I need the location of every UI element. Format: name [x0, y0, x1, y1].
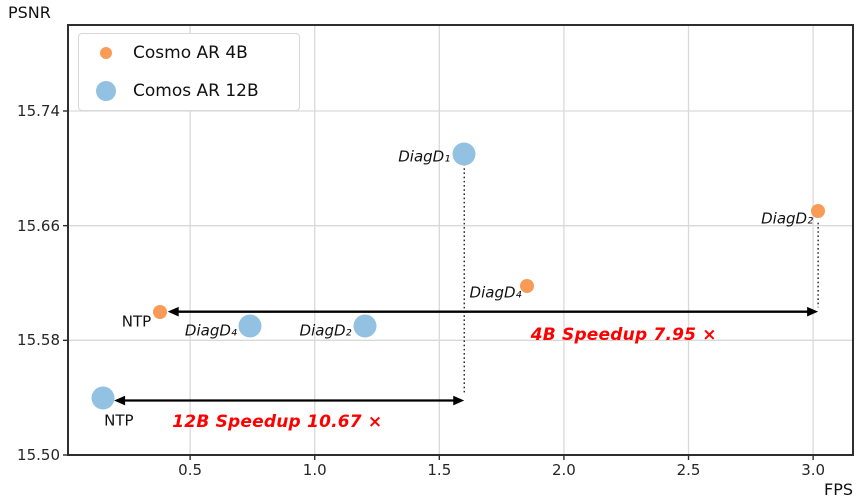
- legend-dot-4b-icon: [100, 47, 112, 59]
- y-tick-label: 15.50: [17, 446, 60, 464]
- y-tick-label: 15.66: [17, 216, 60, 235]
- 4b-speedup-label: 4B Speedup 7.95 ×: [530, 324, 717, 345]
- point-label: NTP: [121, 312, 152, 331]
- y-tick-label: 15.58: [17, 331, 60, 350]
- data-point-comos-ar-12b: [452, 142, 476, 166]
- data-point-cosmo-ar-4b: [519, 278, 534, 293]
- x-tick-label: 2.0: [551, 461, 576, 479]
- x-tick-label: 1.5: [427, 461, 452, 479]
- data-point-cosmo-ar-4b: [811, 204, 826, 219]
- legend: Cosmo AR 4B Comos AR 12B: [78, 33, 300, 111]
- legend-marker-wrap: [79, 47, 133, 59]
- point-label: DiagD₂: [761, 209, 814, 228]
- legend-label-4b: Cosmo AR 4B: [133, 43, 248, 63]
- point-label: DiagD₄: [184, 321, 237, 340]
- 12b-speedup-label: 12B Speedup 10.67 ×: [172, 412, 383, 433]
- data-point-comos-ar-12b: [91, 386, 115, 410]
- x-axis-title: FPS: [823, 480, 853, 499]
- point-label: DiagD₄: [469, 283, 522, 302]
- y-axis-title: PSNR: [8, 3, 51, 22]
- x-tick-label: 2.5: [676, 461, 701, 479]
- x-tick-label: 0.5: [178, 461, 203, 479]
- legend-label-12b: Comos AR 12B: [133, 81, 259, 101]
- x-tick-label: 1.0: [302, 461, 327, 479]
- legend-marker-wrap: [79, 81, 133, 101]
- point-label: NTP: [104, 411, 134, 430]
- point-label: DiagD₁: [398, 147, 451, 166]
- x-tick-label: 3.0: [801, 461, 826, 479]
- point-label: DiagD₂: [299, 321, 352, 340]
- y-tick-label: 15.74: [17, 102, 60, 120]
- data-point-comos-ar-12b: [353, 314, 377, 338]
- legend-item-comos-12b: Comos AR 12B: [79, 74, 299, 108]
- data-point-cosmo-ar-4b: [153, 304, 168, 319]
- legend-dot-12b-icon: [96, 81, 116, 101]
- data-point-comos-ar-12b: [238, 314, 262, 338]
- legend-item-cosmo-4b: Cosmo AR 4B: [79, 36, 299, 70]
